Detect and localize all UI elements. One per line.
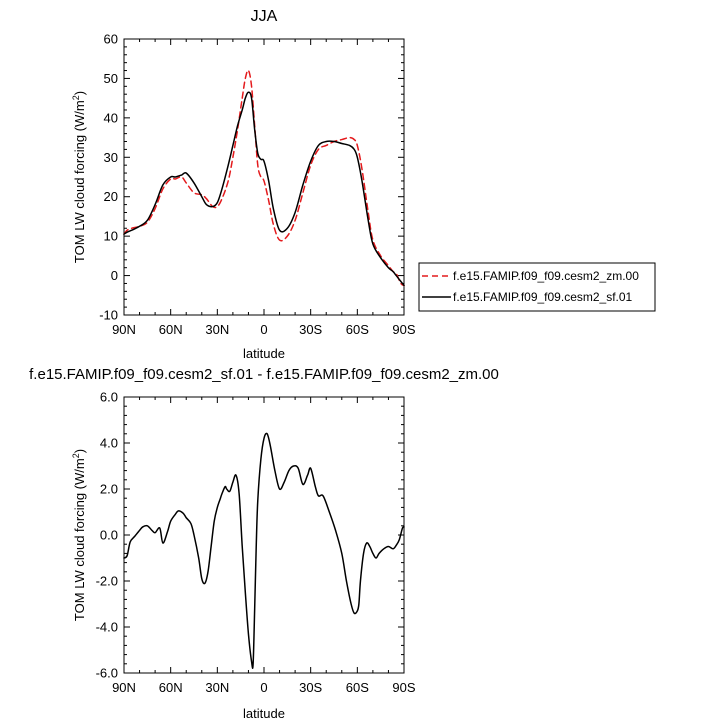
bottom-x-axis-title: latitude — [243, 706, 285, 721]
x-tick-label: 30N — [205, 322, 229, 337]
top-series-lines — [123, 69, 405, 287]
legend: f.e15.FAMIP.f09_f09.cesm2_zm.00 f.e15.FA… — [418, 262, 656, 312]
x-tick-label: 60S — [346, 322, 369, 337]
y-tick-label: 2.0 — [100, 482, 118, 497]
top-x-axis: 90N 60N 30N 0 30S 60S 90S — [112, 39, 416, 337]
bottom-y-axis-title-sup: 2 — [71, 453, 81, 458]
y-tick-label: 6.0 — [100, 390, 118, 405]
x-tick-label: 60N — [159, 322, 183, 337]
bottom-y-axis-title-main: TOM LW cloud forcing (W/m — [72, 458, 87, 621]
bottom-y-axis-title: TOM LW cloud forcing (W/m2) — [71, 449, 87, 621]
y-tick-label: 4.0 — [100, 436, 118, 451]
top-y-axis: -10 0 10 20 30 40 50 60 — [99, 32, 404, 323]
top-series-line-0 — [123, 69, 405, 287]
y-tick-label: 30 — [104, 150, 118, 165]
y-tick-label: -6.0 — [96, 666, 118, 681]
x-tick-label: 90S — [392, 680, 415, 695]
legend-box — [418, 262, 656, 312]
bottom-panel: f.e15.FAMIP.f09_f09.cesm2_sf.01 - f.e15.… — [29, 366, 499, 721]
y-tick-label: 60 — [104, 32, 118, 47]
top-y-axis-title: TOM LW cloud forcing (W/m2) — [71, 91, 87, 263]
y-tick-label: 40 — [104, 110, 118, 125]
x-tick-label: 90S — [392, 322, 415, 337]
y-tick-label: 0.0 — [100, 528, 118, 543]
y-tick-label: -10 — [99, 308, 118, 323]
top-panel: JJA -10 0 10 20 30 40 50 60 90N 60N 30N 0 30S 60S 90S… — [71, 8, 416, 361]
y-tick-label: -2.0 — [96, 574, 118, 589]
top-y-axis-title-sup: 2 — [71, 95, 81, 100]
bottom-chart-title: f.e15.FAMIP.f09_f09.cesm2_sf.01 - f.e15.… — [29, 366, 499, 383]
bottom-series-line-0 — [123, 432, 405, 670]
x-tick-label: 60S — [346, 680, 369, 695]
x-tick-label: 0 — [260, 680, 267, 695]
y-tick-label: 10 — [104, 229, 118, 244]
legend-label-zm: f.e15.FAMIP.f09_f09.cesm2_zm.00 — [453, 269, 639, 283]
top-y-axis-title-close: ) — [72, 91, 87, 95]
bottom-series-lines — [123, 432, 405, 670]
x-tick-label: 30S — [299, 680, 322, 695]
x-tick-label: 30N — [205, 680, 229, 695]
bottom-x-axis: 90N 60N 30N 0 30S 60S 90S — [112, 397, 416, 695]
y-tick-label: 20 — [104, 189, 118, 204]
x-tick-label: 90N — [112, 322, 136, 337]
y-tick-label: 0 — [111, 268, 118, 283]
x-tick-label: 90N — [112, 680, 136, 695]
x-tick-label: 60N — [159, 680, 183, 695]
x-tick-label: 30S — [299, 322, 322, 337]
y-tick-label: -4.0 — [96, 620, 118, 635]
bottom-y-axis: -6.0 -4.0 -2.0 0.0 2.0 4.0 6.0 — [96, 390, 404, 681]
top-chart-title: JJA — [251, 8, 278, 25]
bottom-y-axis-title-close: ) — [72, 449, 87, 453]
top-y-axis-title-main: TOM LW cloud forcing (W/m — [72, 100, 87, 263]
top-x-axis-title: latitude — [243, 346, 285, 361]
legend-label-sf: f.e15.FAMIP.f09_f09.cesm2_sf.01 — [453, 290, 633, 304]
x-tick-label: 0 — [260, 322, 267, 337]
top-series-line-1 — [123, 91, 405, 287]
y-tick-label: 50 — [104, 71, 118, 86]
